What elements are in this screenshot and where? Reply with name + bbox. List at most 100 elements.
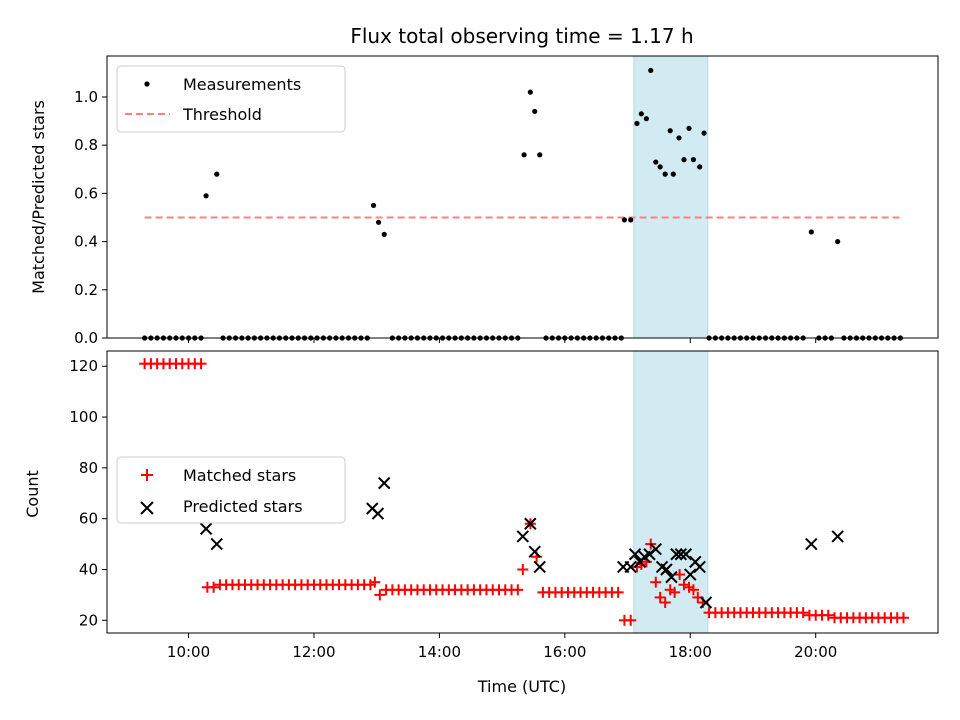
measurement-point-11 — [214, 171, 220, 177]
measurement-point-89 — [681, 157, 687, 163]
predicted-point-b-19 — [670, 548, 683, 561]
predicted-point-3 — [371, 507, 385, 520]
measurement-point-88 — [676, 135, 682, 141]
predicted-point-b-5 — [516, 530, 530, 543]
measurement-point-91 — [690, 157, 697, 163]
predicted-point-b-15 — [649, 542, 662, 556]
predicted-point-26 — [805, 537, 818, 551]
xtick-label-1: 12:00 — [292, 643, 335, 661]
predicted-point-b-0 — [199, 522, 213, 536]
predicted-point-17 — [660, 563, 673, 576]
matched-point-37 — [369, 576, 381, 588]
legend-predicted-marker — [140, 501, 154, 515]
measurement-point-37 — [375, 219, 382, 225]
matched-point-61 — [517, 563, 529, 575]
top-ytick-label-5: 1.0 — [74, 88, 98, 106]
measurement-point-82 — [648, 67, 654, 74]
top-legend: Measurements Threshold — [116, 65, 346, 133]
xtick-label-0: 10:00 — [167, 643, 210, 661]
predicted-point-b-24 — [693, 560, 706, 574]
measurement-point-78 — [628, 217, 634, 223]
predicted-point-b-6 — [524, 517, 537, 530]
measurement-point-87 — [670, 171, 676, 177]
measurement-point-84 — [657, 164, 663, 170]
top-y-axis: 0.0 0.2 0.4 0.6 0.8 1.0 — [74, 88, 107, 347]
bottom-y-axis-label: Count — [23, 470, 42, 518]
matched-point-88 — [674, 569, 686, 581]
measurement-point-93 — [701, 130, 707, 136]
predicted-point-15 — [649, 542, 662, 556]
bottom-ytick-label-3: 80 — [79, 459, 98, 477]
predicted-point-b-4 — [378, 476, 391, 490]
measurement-point-36 — [370, 202, 377, 209]
bottom-ytick-label-1: 40 — [79, 560, 98, 578]
predicted-point-20 — [674, 548, 688, 561]
predicted-point-b-8 — [533, 560, 546, 574]
measurement-point-92 — [697, 164, 703, 170]
top-y-axis-label: Matched/Predicted stars — [29, 100, 48, 294]
predicted-point-19 — [670, 548, 683, 561]
xtick-label-4: 18:00 — [669, 643, 712, 661]
predicted-point-24 — [693, 560, 706, 574]
measurement-point-110 — [808, 229, 814, 235]
predicted-point-b-21 — [679, 548, 693, 561]
matched-point-87 — [669, 586, 681, 598]
predicted-point-22 — [684, 568, 697, 581]
predicted-point-b-22 — [684, 568, 697, 581]
xtick-label-3: 16:00 — [543, 643, 586, 661]
predicted-point-b-26 — [805, 537, 818, 551]
predicted-stars-series — [199, 476, 844, 609]
bottom-y-axis: 20 40 60 80 100 120 — [69, 357, 107, 629]
measurement-point-90 — [686, 125, 692, 131]
xtick-label-2: 14:00 — [418, 643, 461, 661]
measurement-point-81 — [643, 116, 649, 122]
top-ytick-label-0: 0.0 — [74, 329, 98, 347]
predicted-point-b-25 — [699, 596, 713, 609]
legend-threshold-label: Threshold — [182, 105, 262, 124]
measurement-point-61 — [527, 89, 533, 95]
bottom-ytick-label-4: 100 — [69, 408, 98, 426]
measurement-point-83 — [653, 159, 659, 165]
predicted-point-1 — [210, 537, 223, 551]
matched-point-109 — [797, 607, 809, 619]
matched-point-91 — [687, 584, 699, 596]
x-axis-label: Time (UTC) — [477, 677, 566, 696]
top-legend-box — [116, 65, 346, 133]
matched-point-89 — [678, 579, 690, 591]
top-ytick-label-4: 0.8 — [74, 136, 98, 154]
top-ytick-label-2: 0.4 — [74, 233, 98, 251]
predicted-point-5 — [516, 530, 530, 543]
predicted-point-8 — [533, 560, 546, 574]
bottom-legend-box — [116, 456, 346, 524]
matched-point-11 — [208, 581, 220, 593]
matched-point-9 — [195, 358, 207, 370]
legend-predicted-label: Predicted stars — [183, 497, 303, 516]
measurement-point-63 — [537, 152, 543, 158]
top-panel: 0.0 0.2 0.4 0.6 0.8 1.0 Matched/Predicted sta… — [29, 55, 939, 347]
measurements-series — [142, 67, 903, 341]
predicted-point-11 — [628, 548, 642, 561]
bottom-x-axis: 10:00 12:00 14:00 16:00 18:00 20:00 — [167, 633, 837, 661]
measurement-point-38 — [381, 231, 387, 237]
predicted-point-18 — [665, 570, 678, 584]
legend-matched-label: Matched stars — [183, 466, 296, 485]
xtick-label-5: 20:00 — [794, 643, 837, 661]
predicted-point-b-10 — [624, 560, 637, 574]
matched-point-83 — [650, 576, 662, 588]
legend-measurements-label: Measurements — [183, 75, 301, 94]
predicted-point-b-11 — [628, 548, 642, 561]
matched-point-113 — [822, 609, 834, 621]
predicted-point-b-1 — [210, 537, 223, 551]
chart-title: Flux total observing time = 1.17 h — [350, 24, 693, 48]
measurement-point-85 — [662, 171, 668, 177]
bottom-ytick-label-5: 120 — [69, 357, 98, 375]
top-highlight-span — [633, 55, 709, 339]
top-ytick-label-1: 0.2 — [74, 281, 98, 299]
measurement-point-10 — [203, 193, 209, 199]
predicted-point-b-16 — [655, 560, 669, 574]
predicted-point-10 — [624, 560, 637, 574]
measurement-point-60 — [521, 152, 527, 158]
measurement-point-62 — [532, 108, 538, 115]
predicted-point-b-20 — [674, 548, 688, 561]
